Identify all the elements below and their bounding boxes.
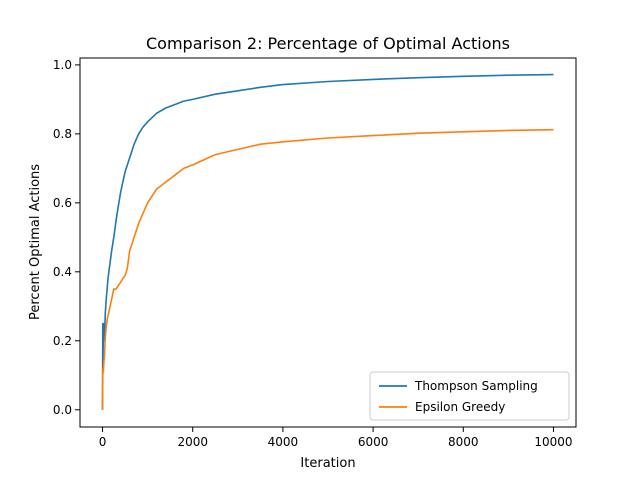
x-tick-label: 0	[99, 435, 107, 449]
x-tick-label: 2000	[177, 435, 208, 449]
x-tick-label: 4000	[268, 435, 299, 449]
y-tick-label: 0.0	[53, 403, 72, 417]
y-tick-label: 0.8	[53, 127, 72, 141]
y-axis-label: Percent Optimal Actions	[28, 164, 43, 320]
y-tick-label: 0.6	[53, 196, 72, 210]
legend-box	[369, 371, 570, 421]
legend-label: Epsilon Greedy	[415, 400, 505, 414]
x-tick-label: 8000	[448, 435, 479, 449]
x-axis-label: Iteration	[300, 456, 355, 471]
plot-lines	[101, 73, 554, 410]
plot-frame	[79, 57, 577, 428]
y-tick-label: 0.4	[53, 265, 72, 279]
y-tick-label: 1.0	[53, 58, 72, 72]
x-tick-label: 6000	[358, 435, 389, 449]
legend-label: Thompson Sampling	[414, 379, 538, 393]
series-line-0	[101, 73, 554, 410]
series-line-1	[101, 128, 554, 410]
legend: Thompson Sampling Epsilon Greedy	[369, 371, 570, 421]
x-tick-label: 10000	[534, 435, 572, 449]
y-tick-label: 0.2	[53, 334, 72, 348]
axis-ticks: 0 2000 4000 6000 8000 10000 0.0 0.2 0.4 0.6 0.8 1.0	[53, 58, 573, 449]
chart-title: Comparison 2: Percentage of Optimal Acti…	[146, 34, 510, 53]
